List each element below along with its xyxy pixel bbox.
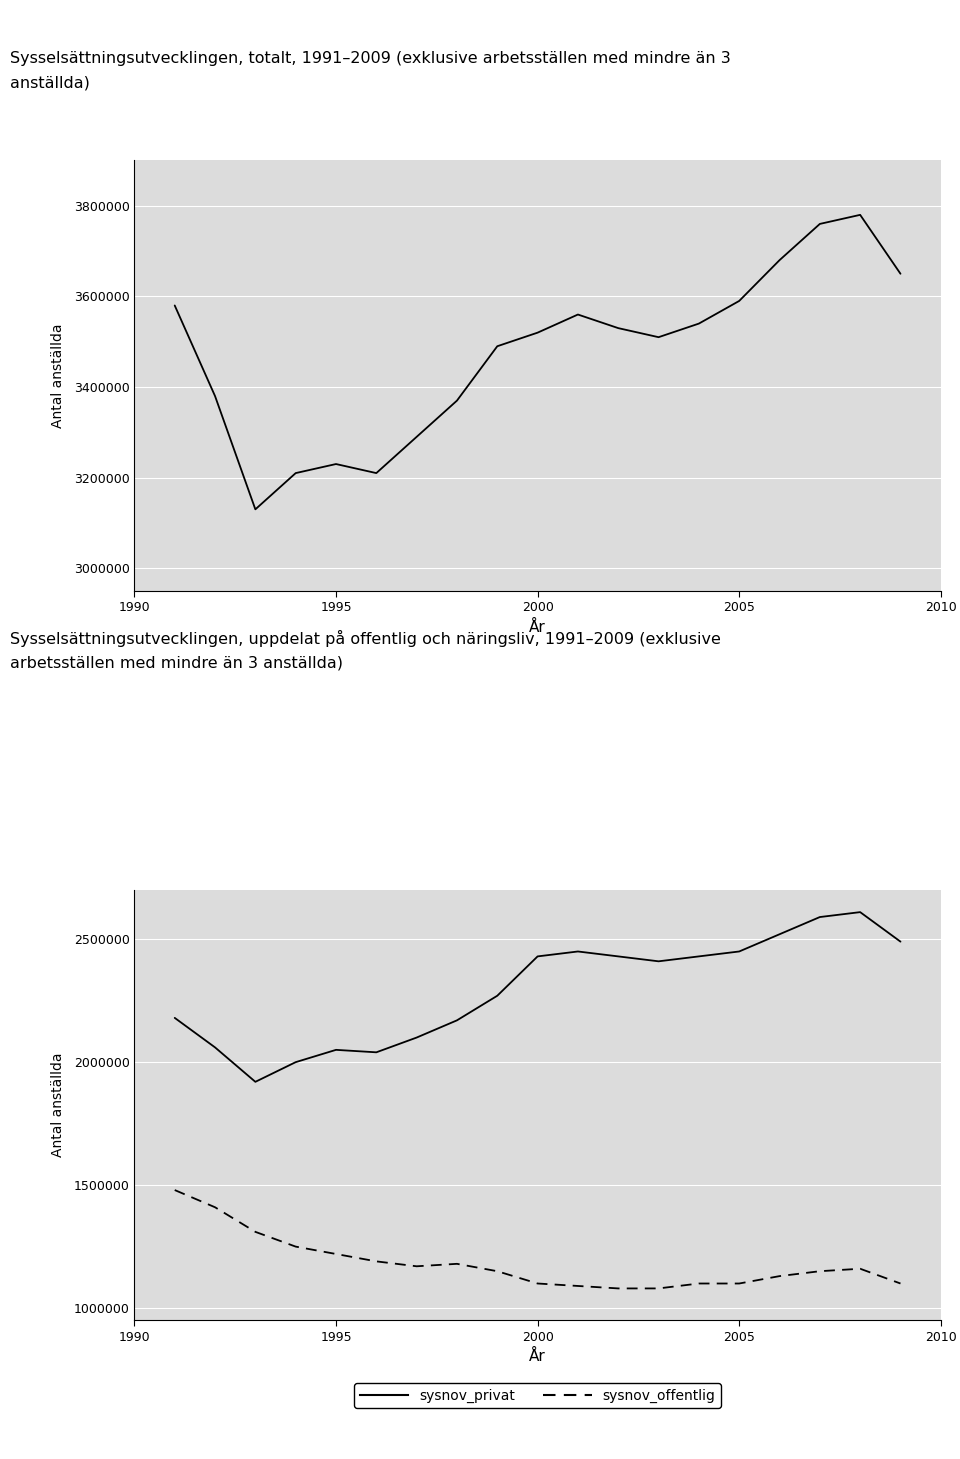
sysnov_offentlig (653, 1280, 664, 1297)
Line: sysnov_offentlig: sysnov_offentlig (175, 1191, 900, 1288)
sysnov_privat (209, 1039, 221, 1056)
sysnov_offentlig (854, 1261, 866, 1278)
sysnov_offentlig (895, 1275, 906, 1293)
Text: Sysselsättningsutvecklingen, totalt, 1991–2009 (exklusive arbetsställen med mind: Sysselsättningsutvecklingen, totalt, 199… (10, 51, 731, 66)
sysnov_offentlig (290, 1237, 301, 1255)
sysnov_offentlig (733, 1275, 745, 1293)
sysnov_privat (814, 909, 826, 926)
Y-axis label: Antal anställda: Antal anställda (51, 1053, 65, 1157)
sysnov_privat (572, 943, 584, 960)
sysnov_privat (895, 932, 906, 950)
sysnov_privat (290, 1053, 301, 1071)
sysnov_offentlig (169, 1182, 180, 1199)
sysnov_offentlig (774, 1268, 785, 1285)
sysnov_offentlig (572, 1277, 584, 1294)
sysnov_privat (854, 903, 866, 921)
sysnov_offentlig (532, 1275, 543, 1293)
sysnov_privat (451, 1011, 463, 1029)
sysnov_privat (169, 1010, 180, 1027)
sysnov_privat (411, 1029, 422, 1046)
sysnov_offentlig (330, 1245, 342, 1262)
sysnov_offentlig (209, 1198, 221, 1215)
sysnov_offentlig (612, 1280, 624, 1297)
sysnov_offentlig (451, 1255, 463, 1272)
Line: sysnov_privat: sysnov_privat (175, 912, 900, 1081)
sysnov_privat (330, 1042, 342, 1059)
sysnov_privat (532, 948, 543, 966)
X-axis label: År: År (529, 1350, 546, 1364)
sysnov_privat (612, 948, 624, 966)
Text: Sysselsättningsutvecklingen, uppdelat på offentlig och näringsliv, 1991–2009 (ex: Sysselsättningsutvecklingen, uppdelat på… (10, 630, 720, 648)
sysnov_privat (733, 943, 745, 960)
sysnov_offentlig (411, 1258, 422, 1275)
X-axis label: År: År (529, 620, 546, 635)
sysnov_privat (492, 986, 503, 1004)
sysnov_offentlig (693, 1275, 705, 1293)
sysnov_privat (653, 953, 664, 970)
Text: arbetsställen med mindre än 3 anställda): arbetsställen med mindre än 3 anställda) (10, 655, 343, 670)
sysnov_privat (774, 925, 785, 943)
Legend: sysnov_privat, sysnov_offentlig: sysnov_privat, sysnov_offentlig (354, 1383, 721, 1408)
sysnov_privat (371, 1043, 382, 1061)
sysnov_offentlig (492, 1262, 503, 1280)
Text: anställda): anställda) (10, 76, 89, 90)
sysnov_privat (250, 1072, 261, 1090)
sysnov_offentlig (814, 1262, 826, 1280)
sysnov_offentlig (371, 1253, 382, 1271)
Y-axis label: Antal anställda: Antal anställda (51, 324, 65, 427)
sysnov_offentlig (250, 1223, 261, 1240)
sysnov_privat (693, 948, 705, 966)
